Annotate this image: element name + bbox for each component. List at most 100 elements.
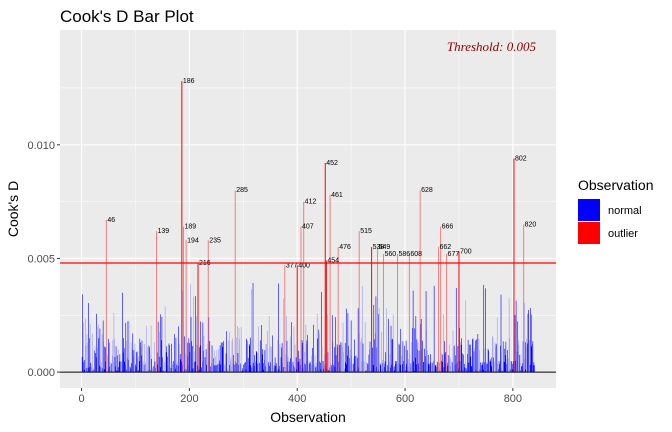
normal-bar	[407, 369, 409, 373]
normal-bar	[334, 347, 335, 373]
outlier-label: 285	[236, 187, 248, 194]
normal-bar	[448, 365, 450, 373]
normal-bar	[327, 352, 329, 373]
normal-bar	[387, 370, 389, 373]
normal-bar	[487, 363, 488, 373]
normal-bar	[348, 365, 350, 373]
normal-bar	[89, 323, 91, 373]
normal-bar	[145, 325, 147, 373]
normal-bar	[506, 358, 507, 373]
normal-bar	[188, 338, 190, 373]
normal-bar	[493, 357, 494, 373]
normal-bar	[100, 366, 102, 373]
normal-bar	[336, 364, 337, 373]
normal-bar	[223, 366, 225, 373]
normal-bar	[528, 310, 529, 373]
normal-bar	[94, 346, 96, 373]
normal-bar	[359, 370, 361, 373]
normal-bar	[404, 366, 406, 373]
normal-bar	[357, 357, 358, 373]
x-tick-label: 0	[79, 393, 85, 405]
normal-bar	[389, 354, 391, 373]
normal-bar	[277, 339, 279, 373]
normal-bar	[413, 361, 414, 373]
normal-bar	[509, 338, 510, 373]
normal-bar	[474, 369, 476, 373]
normal-bar	[301, 340, 303, 373]
normal-bar	[427, 354, 429, 373]
normal-bar	[313, 367, 315, 373]
outlier-bar	[382, 253, 384, 373]
normal-bar	[193, 296, 195, 373]
normal-bar	[114, 356, 116, 373]
outlier-label: 549	[379, 244, 391, 251]
normal-bar	[469, 344, 471, 373]
normal-bar	[245, 369, 247, 373]
normal-bar	[459, 361, 461, 373]
normal-bar	[84, 369, 86, 373]
normal-bar	[459, 327, 460, 373]
normal-bar	[273, 367, 275, 373]
normal-bar	[131, 363, 133, 373]
normal-bar	[269, 365, 271, 373]
normal-bar	[340, 342, 342, 373]
normal-bar	[532, 341, 534, 373]
normal-bar	[505, 355, 506, 373]
normal-bar	[155, 361, 156, 373]
normal-bar	[426, 330, 427, 373]
normal-bar	[450, 359, 452, 373]
normal-bar	[176, 364, 177, 373]
outlier-bar	[446, 253, 448, 373]
normal-bar	[200, 321, 202, 373]
normal-bar	[392, 314, 394, 373]
normal-bar	[87, 343, 88, 373]
normal-bar	[347, 355, 348, 373]
normal-bar	[460, 344, 462, 373]
normal-bar	[439, 369, 441, 373]
normal-bar	[491, 366, 492, 373]
normal-bar	[187, 342, 189, 373]
normal-bar	[528, 365, 530, 373]
normal-bar	[484, 362, 486, 373]
normal-bar	[308, 363, 309, 373]
normal-bar	[348, 345, 349, 373]
normal-bar	[512, 369, 514, 373]
normal-bar	[509, 369, 511, 373]
normal-bar	[102, 368, 103, 373]
normal-bar	[331, 367, 333, 373]
normal-bar	[471, 366, 473, 373]
normal-bar	[361, 337, 362, 373]
normal-bar	[131, 349, 133, 373]
normal-bar	[136, 352, 137, 373]
normal-bar	[93, 369, 95, 373]
normal-bar	[159, 314, 161, 373]
normal-bar	[336, 344, 338, 373]
normal-bar	[182, 290, 184, 373]
normal-bar	[136, 351, 138, 373]
normal-bar	[474, 347, 475, 373]
normal-bar	[497, 363, 499, 373]
normal-bar	[443, 367, 445, 373]
normal-bar	[126, 341, 127, 373]
outlier-label: 476	[339, 244, 351, 251]
normal-bar	[246, 340, 248, 373]
normal-bar	[358, 367, 359, 373]
normal-bar	[249, 345, 251, 373]
normal-bar	[289, 336, 291, 373]
normal-bar	[519, 354, 520, 373]
normal-bar	[507, 363, 509, 373]
normal-bar	[354, 339, 355, 373]
normal-bar	[283, 298, 285, 373]
normal-bar	[316, 362, 317, 373]
normal-bar	[226, 331, 227, 373]
normal-bar	[151, 358, 152, 373]
normal-bar	[148, 345, 150, 373]
normal-bar	[495, 344, 497, 373]
normal-bar	[343, 352, 344, 373]
normal-bar	[124, 364, 126, 373]
normal-bar	[501, 370, 503, 373]
normal-bar	[290, 358, 292, 373]
normal-bar	[176, 364, 178, 373]
normal-bar	[248, 365, 249, 373]
normal-bar	[411, 359, 413, 373]
